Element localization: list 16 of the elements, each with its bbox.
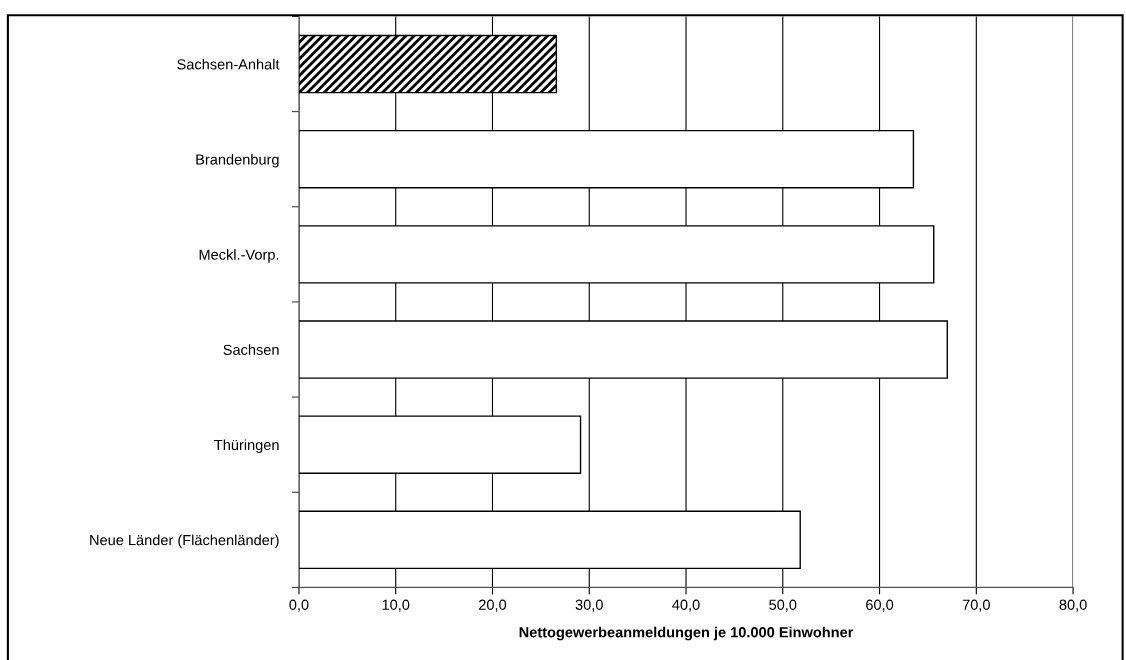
y-tick-label: Thüringen (214, 439, 279, 453)
x-axis-title: Nettogewerbeanmeldungen je 10.000 Einwohner (519, 626, 854, 641)
y-tick-label: Brandenburg (196, 153, 279, 168)
y-tick-label: Sachsen-Anhalt (177, 58, 280, 70)
x-tick-label: 40,0 (672, 599, 700, 612)
x-tick-label: 60,0 (866, 599, 894, 612)
x-tick-label: 50,0 (769, 599, 797, 612)
x-tick-label: 10,0 (382, 599, 410, 612)
y-tick-label: Neue Länder (Flächenländer) (90, 534, 279, 549)
x-tick-label: 30,0 (575, 599, 603, 612)
x-tick-label: 20,0 (479, 599, 507, 612)
x-tick-label: 0,0 (289, 599, 309, 612)
x-tick-label: 70,0 (962, 599, 990, 612)
y-tick-label: Meckl.-Vorp. (199, 249, 279, 263)
x-tick-label: 80,0 (1059, 599, 1087, 612)
y-tick-label: Sachsen (223, 344, 279, 355)
